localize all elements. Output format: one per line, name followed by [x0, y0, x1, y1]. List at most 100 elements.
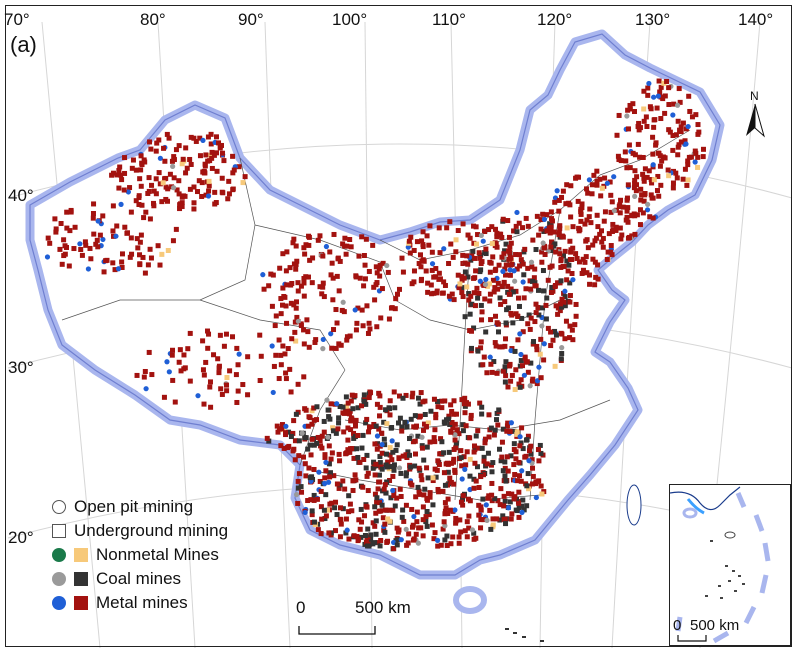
metal-circle-icon	[52, 596, 66, 610]
underground-mine-marker	[502, 299, 508, 305]
underground-mine-marker	[345, 400, 351, 406]
underground-mine-marker	[223, 331, 229, 337]
underground-mine-marker	[403, 452, 409, 458]
underground-mine-marker	[345, 425, 351, 431]
underground-mine-marker	[379, 430, 385, 436]
underground-mine-marker	[567, 280, 573, 286]
open-pit-mine-marker	[390, 487, 396, 494]
underground-mine-marker	[658, 182, 664, 188]
underground-mine-marker	[418, 525, 424, 531]
open-pit-mine-marker	[344, 527, 350, 533]
underground-mine-marker	[213, 134, 219, 140]
underground-mine-marker	[491, 359, 497, 365]
underground-mine-marker	[266, 438, 272, 444]
underground-mine-marker	[660, 154, 666, 160]
underground-mine-marker	[156, 170, 162, 176]
underground-mine-marker	[162, 176, 168, 182]
open-pit-mine-marker	[512, 278, 518, 284]
underground-mine-marker	[362, 532, 368, 538]
underground-mine-marker	[440, 526, 446, 532]
underground-mine-marker	[366, 424, 372, 430]
underground-mine-marker	[344, 337, 350, 343]
underground-mine-marker	[371, 284, 377, 290]
underground-mine-marker	[516, 252, 522, 258]
underground-mine-marker	[453, 518, 459, 524]
underground-mine-marker	[308, 452, 314, 458]
underground-mine-marker	[209, 165, 215, 171]
underground-mine-marker	[646, 168, 652, 174]
underground-mine-marker	[529, 278, 535, 284]
underground-mine-marker	[373, 531, 379, 537]
underground-mine-marker	[293, 243, 299, 249]
open-pit-mine-marker	[125, 189, 131, 195]
underground-mine-marker	[114, 223, 120, 229]
underground-mine-marker	[375, 486, 381, 492]
lat-label-30: 30°	[8, 358, 34, 377]
underground-mine-marker	[442, 537, 448, 543]
underground-mine-marker	[488, 260, 494, 266]
underground-mine-marker	[688, 154, 694, 160]
underground-mine-marker	[500, 216, 506, 222]
underground-mine-marker	[341, 429, 347, 435]
underground-mine-marker	[666, 85, 672, 91]
underground-mine-marker	[359, 519, 365, 525]
underground-mine-marker	[550, 337, 556, 343]
underground-mine-marker	[353, 274, 359, 280]
underground-mine-marker	[675, 144, 681, 150]
underground-mine-marker	[136, 201, 142, 207]
legend-row-open-pit: Open pit mining	[52, 495, 228, 519]
underground-mine-marker	[549, 239, 555, 245]
underground-mine-marker	[460, 221, 466, 227]
underground-mine-marker	[347, 408, 353, 414]
underground-mine-marker	[558, 278, 564, 284]
open-pit-mine-marker	[200, 137, 206, 143]
underground-mine-marker	[514, 431, 520, 437]
underground-mine-marker	[649, 195, 655, 201]
underground-mine-marker	[425, 475, 431, 481]
underground-mine-marker	[342, 235, 348, 241]
underground-mine-marker	[461, 401, 467, 407]
underground-mine-marker	[355, 405, 361, 411]
underground-mine-marker	[403, 502, 409, 508]
underground-mine-marker	[433, 411, 439, 417]
underground-mine-marker	[389, 457, 395, 463]
underground-mine-marker	[314, 496, 320, 502]
underground-mine-marker	[374, 495, 380, 501]
open-pit-mine-marker	[632, 193, 638, 199]
underground-mine-marker	[626, 126, 632, 132]
underground-mine-marker	[368, 536, 374, 542]
underground-mine-marker	[293, 266, 299, 272]
underground-mine-marker	[424, 496, 430, 502]
underground-mine-marker	[173, 226, 179, 232]
underground-mine-marker	[559, 304, 565, 310]
underground-mine-marker	[487, 298, 493, 304]
underground-mine-marker	[492, 243, 498, 249]
underground-mine-marker	[280, 285, 286, 291]
underground-mine-marker	[476, 512, 482, 518]
underground-mine-marker	[418, 390, 424, 396]
underground-mine-marker	[556, 208, 562, 214]
underground-mine-marker	[151, 188, 157, 194]
underground-mine-marker	[579, 205, 585, 211]
underground-mine-marker	[471, 240, 477, 246]
underground-mine-marker	[333, 499, 339, 505]
underground-mine-marker	[632, 168, 638, 174]
underground-mine-marker	[412, 413, 418, 419]
underground-mine-marker	[442, 398, 448, 404]
underground-mine-marker	[446, 449, 452, 455]
underground-mine-marker	[365, 526, 371, 532]
underground-mine-marker	[431, 435, 437, 441]
underground-mine-marker	[467, 456, 473, 462]
underground-mine-marker	[425, 289, 431, 295]
underground-mine-marker	[665, 167, 671, 173]
underground-mine-marker	[632, 231, 638, 237]
underground-mine-marker	[321, 429, 327, 435]
underground-mine-marker	[556, 230, 562, 236]
underground-mine-marker	[567, 323, 573, 329]
nonmetal-square-icon	[74, 548, 88, 562]
underground-mine-marker	[442, 500, 448, 506]
underground-mine-marker	[330, 425, 336, 431]
open-pit-mine-marker	[611, 208, 617, 214]
underground-mine-marker	[176, 143, 182, 149]
underground-mine-marker	[94, 237, 100, 243]
